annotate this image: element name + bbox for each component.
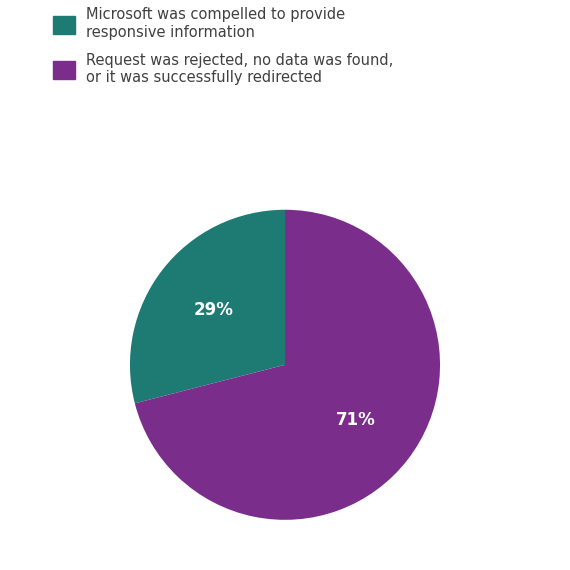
Wedge shape <box>135 210 440 520</box>
Text: 29%: 29% <box>194 301 234 319</box>
Legend: Microsoft was compelled to provide
responsive information, Request was rejected,: Microsoft was compelled to provide respo… <box>53 7 394 85</box>
Text: 71%: 71% <box>336 411 376 429</box>
Wedge shape <box>130 210 285 404</box>
